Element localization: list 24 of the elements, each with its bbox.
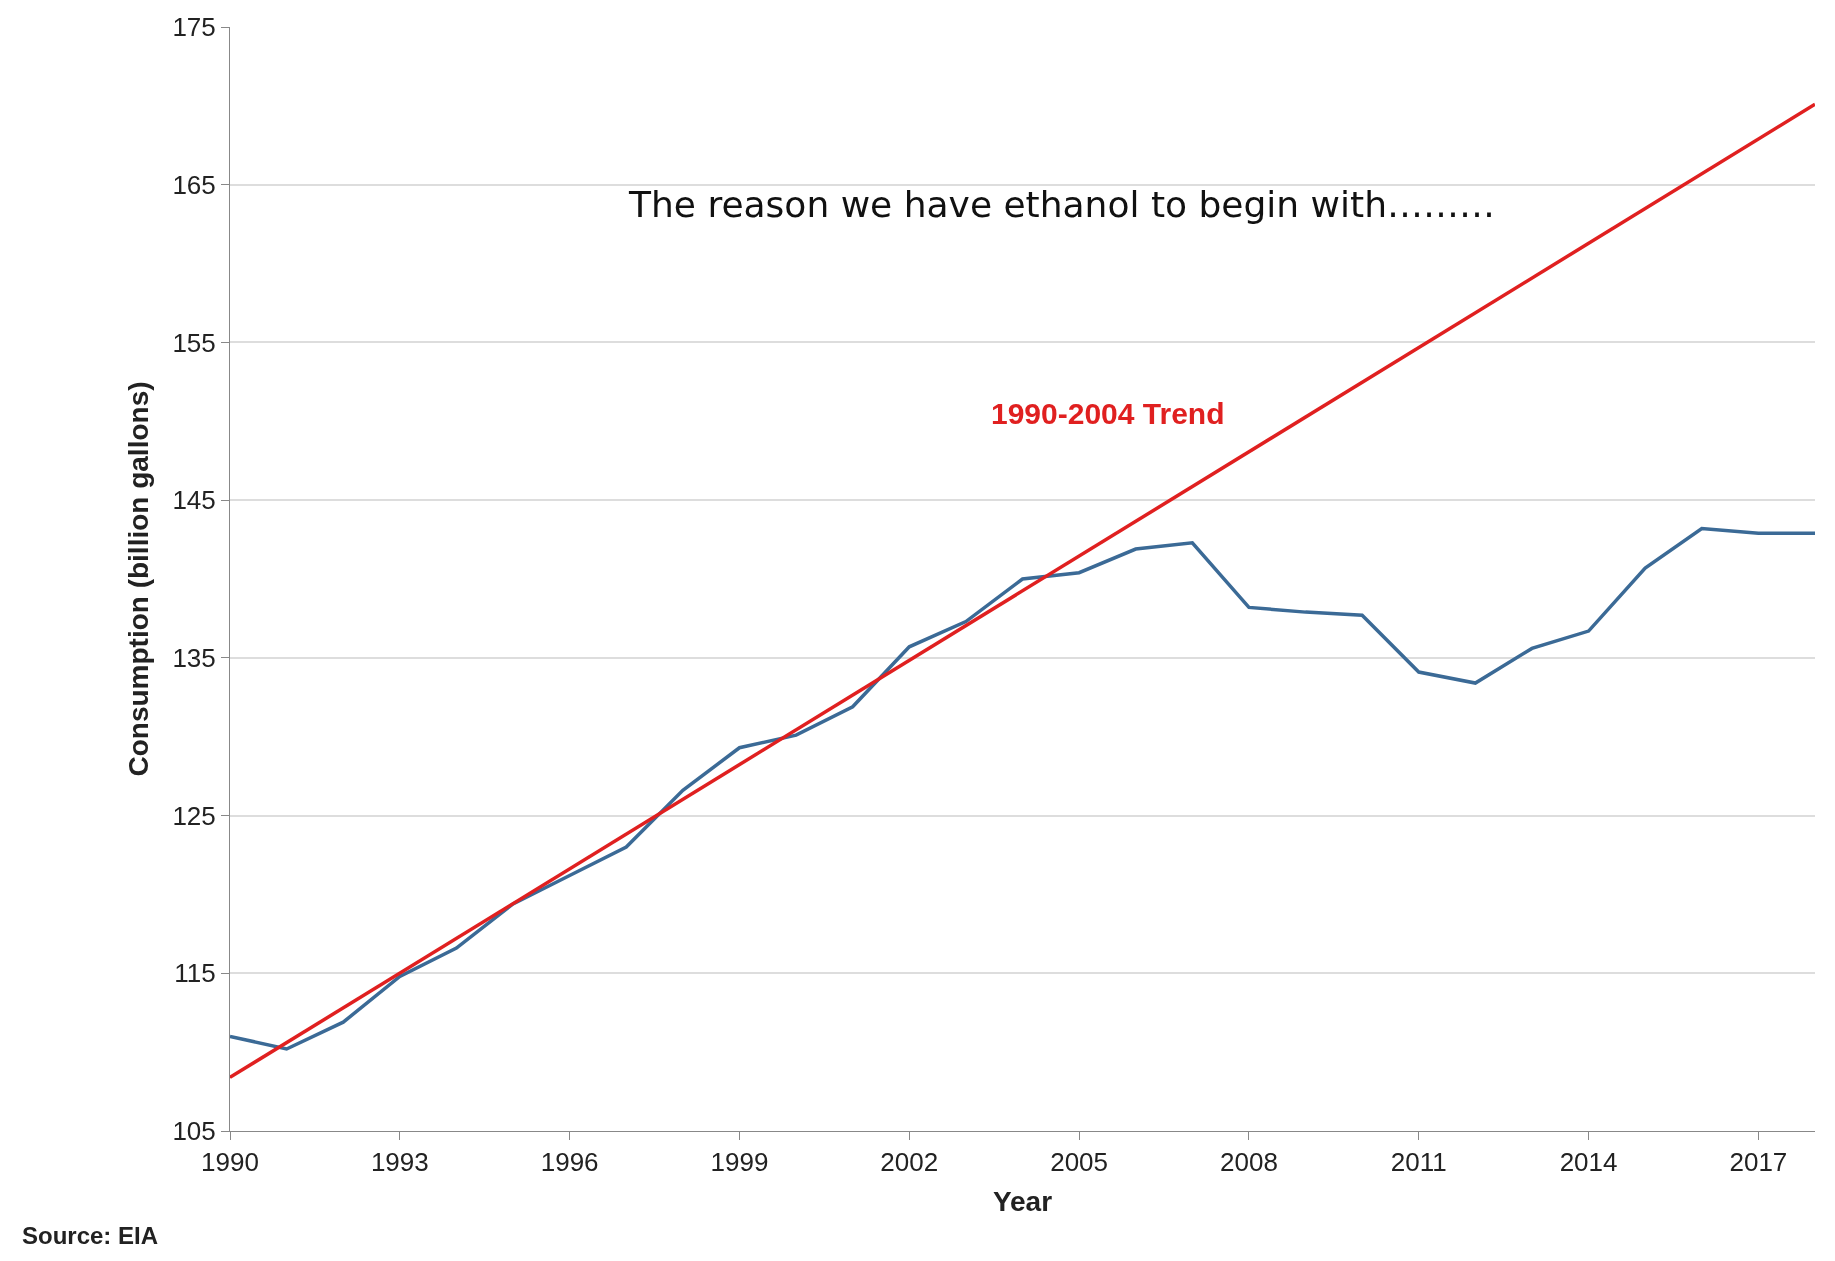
y-tick-label: 125 xyxy=(172,800,216,831)
y-tick-label: 145 xyxy=(172,485,216,516)
y-tick-label: 115 xyxy=(174,958,216,989)
x-tick-label: 1990 xyxy=(201,1147,259,1178)
series-label: 1990-2004 Trend xyxy=(991,397,1225,430)
x-tick-label: 2002 xyxy=(880,1147,939,1178)
y-tick-label: 105 xyxy=(172,1116,216,1147)
text: The reason we have ethanol to begin with……… xyxy=(628,184,1495,225)
y-tick-label: 175 xyxy=(172,12,216,43)
y-axis-title: Consumption (billion gallons) xyxy=(123,381,155,777)
x-axis-title: Year xyxy=(992,1186,1053,1218)
line-series xyxy=(230,526,1815,1051)
x-tick-label: 2008 xyxy=(1220,1147,1278,1178)
x-tick-label: 2005 xyxy=(1050,1147,1109,1178)
x-tick-label: 1993 xyxy=(370,1147,429,1178)
x-tick-label: 1999 xyxy=(710,1147,769,1178)
y-tick-label: 155 xyxy=(172,327,216,358)
x-tick-label: 1996 xyxy=(540,1147,599,1178)
x-tick-label: 2014 xyxy=(1559,1147,1618,1178)
source-note: Source: EIA xyxy=(22,1222,159,1249)
y-tick-label: 165 xyxy=(172,169,216,200)
y-tick-label: 135 xyxy=(172,642,216,673)
x-tick-label: 2011 xyxy=(1390,1147,1447,1178)
x-tick-label: 2017 xyxy=(1729,1147,1788,1178)
